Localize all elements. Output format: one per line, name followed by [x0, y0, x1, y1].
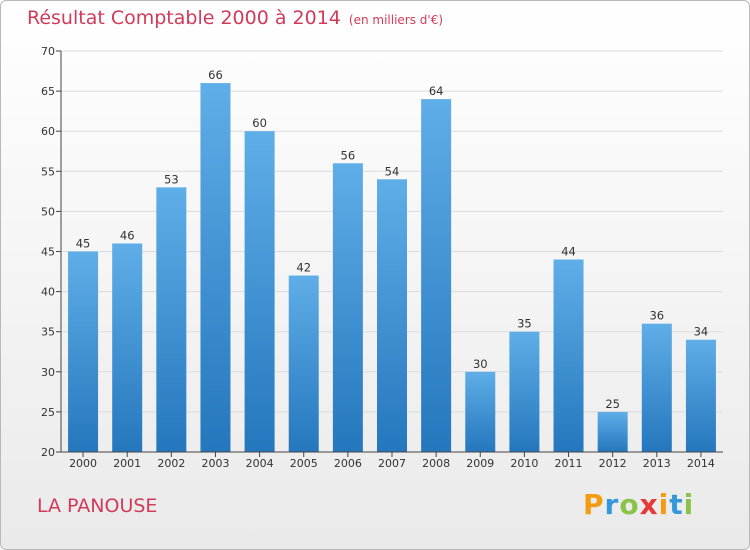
bar-2002	[156, 187, 187, 452]
bar-2003	[200, 83, 231, 452]
data-label-2003: 66	[208, 68, 223, 82]
data-label-2008: 64	[429, 84, 444, 98]
bar-2005	[288, 275, 319, 452]
bar-2007	[377, 179, 407, 452]
logo-letter: o	[619, 488, 640, 521]
y-tick-label: 25	[41, 406, 55, 419]
x-tick-label-2009: 2009	[466, 457, 494, 470]
city-name: LA PANOUSE	[37, 495, 158, 517]
data-label-2011: 44	[561, 245, 576, 259]
data-label-2006: 56	[341, 148, 356, 162]
x-tick-label-2002: 2002	[157, 457, 185, 470]
chart-title: Résultat Comptable 2000 à 2014 (en millie…	[27, 7, 443, 29]
x-tick-label-2013: 2013	[643, 457, 671, 470]
x-tick-label-2008: 2008	[422, 457, 450, 470]
x-tick-label-2012: 2012	[599, 457, 627, 470]
logo-letter: r	[604, 488, 620, 521]
logo-letter: P	[583, 488, 605, 521]
x-tick-label-2006: 2006	[334, 457, 362, 470]
logo-letter: t	[669, 488, 684, 521]
x-tick-label-2005: 2005	[290, 457, 318, 470]
x-tick-label-2001: 2001	[113, 457, 141, 470]
chart-title-text: Résultat Comptable 2000 à 2014	[27, 7, 341, 29]
y-tick-label: 55	[41, 165, 55, 178]
y-tick-label: 20	[41, 446, 55, 459]
x-tick-label-2007: 2007	[378, 457, 406, 470]
data-label-2013: 36	[649, 309, 664, 323]
x-tick-label-2011: 2011	[555, 457, 583, 470]
data-label-2009: 30	[473, 357, 488, 371]
x-tick-label-2004: 2004	[246, 457, 274, 470]
bar-2001	[112, 243, 143, 452]
data-label-2000: 45	[76, 237, 91, 251]
bar-2000	[68, 251, 99, 452]
bar-2013	[641, 323, 672, 452]
y-tick-label: 70	[41, 45, 55, 58]
y-tick-label: 40	[41, 286, 55, 299]
logo-letter: i	[658, 488, 670, 521]
data-label-2014: 34	[694, 325, 709, 339]
bar-2008	[421, 99, 452, 453]
data-label-2012: 25	[605, 397, 620, 411]
bar-2009	[465, 371, 496, 452]
data-label-2010: 35	[517, 317, 532, 331]
x-tick-label-2003: 2003	[201, 457, 229, 470]
bar-2010	[509, 331, 540, 452]
data-label-2004: 60	[252, 116, 267, 130]
logo-letter: i	[683, 488, 695, 521]
y-tick-label: 65	[41, 85, 55, 98]
y-tick-label: 45	[41, 246, 55, 259]
data-label-2002: 53	[164, 172, 179, 186]
bar-2006	[332, 163, 363, 452]
y-tick-label: 30	[41, 366, 55, 379]
x-tick-label-2000: 2000	[69, 457, 97, 470]
data-label-2007: 54	[385, 164, 400, 178]
logo-letter: x	[639, 488, 659, 521]
y-tick-label: 35	[41, 326, 55, 339]
bar-2004	[244, 131, 275, 452]
x-tick-label-2010: 2010	[510, 457, 538, 470]
proxiti-logo: Proxiti	[583, 488, 694, 521]
x-tick-label-2014: 2014	[687, 457, 715, 470]
data-label-2005: 42	[296, 261, 311, 275]
data-label-2001: 46	[120, 228, 135, 242]
bar-2011	[553, 259, 584, 452]
chart-subtitle: (en milliers d'€)	[348, 13, 444, 27]
y-tick-label: 60	[41, 125, 55, 138]
bar-2014	[685, 339, 716, 452]
bar-2012	[597, 411, 628, 452]
y-tick-label: 50	[41, 205, 55, 218]
